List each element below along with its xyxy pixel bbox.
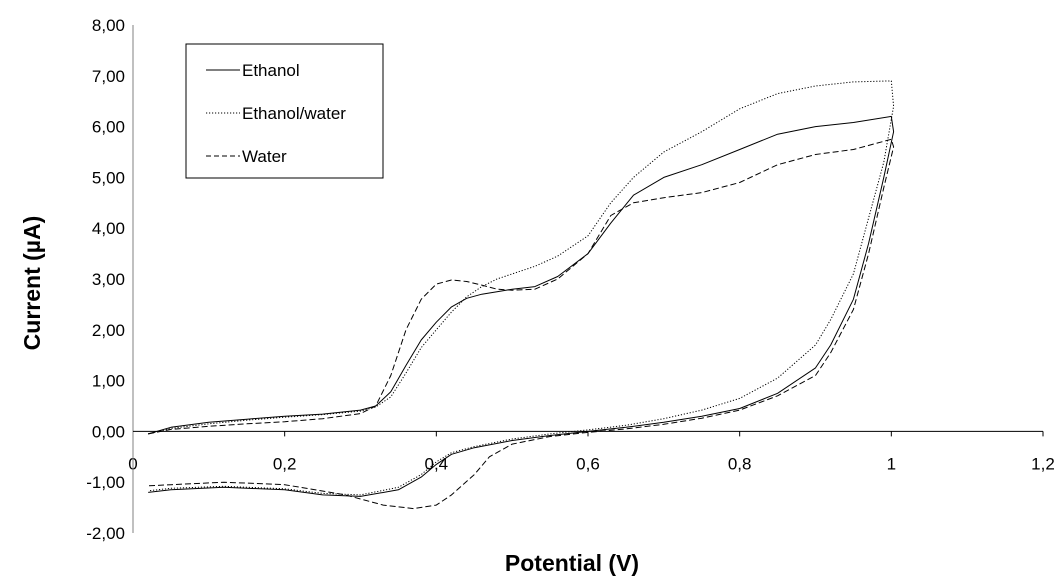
- x-tick-label: 0,8: [728, 454, 752, 473]
- y-axis-ticks: -2,00 -1,00 0,00 1,00 2,00 3,00 4,00 5,00 6,00 7,…: [86, 16, 125, 543]
- y-tick-label: 3,00: [92, 270, 125, 289]
- legend: Ethanol Ethanol/water Water: [185, 43, 384, 179]
- y-tick-label: 8,00: [92, 16, 125, 35]
- y-tick-label: 6,00: [92, 118, 125, 137]
- x-axis-title: Potential (V): [505, 550, 639, 576]
- series-line-ethanol-water: [148, 80, 895, 496]
- legend-label-water: Water: [242, 147, 287, 166]
- x-tick-label: 1: [887, 454, 896, 473]
- series-layer: [148, 80, 895, 510]
- y-axis-title: Current (µA): [19, 216, 45, 351]
- series-line-ethanol: [148, 115, 895, 497]
- legend-label-ethanol: Ethanol: [242, 61, 300, 80]
- y-tick-label: 0,00: [92, 422, 125, 441]
- y-tick-label: 4,00: [92, 219, 125, 238]
- y-tick-label: 5,00: [92, 168, 125, 187]
- x-axis-ticks: 0 0,2 0,4 0,6 0,8 1 1,2: [128, 431, 1055, 473]
- legend-label-ethanol-water: Ethanol/water: [242, 104, 346, 123]
- y-tick-label: -2,00: [86, 524, 125, 543]
- x-tick-label: 0,2: [273, 454, 297, 473]
- y-tick-label: -1,00: [86, 473, 125, 492]
- x-tick-label: 1,2: [1031, 454, 1055, 473]
- y-tick-label: 1,00: [92, 372, 125, 391]
- x-tick-label: 0,6: [576, 454, 600, 473]
- y-tick-label: 7,00: [92, 67, 125, 86]
- series-line-water: [148, 138, 895, 510]
- y-tick-label: 2,00: [92, 321, 125, 340]
